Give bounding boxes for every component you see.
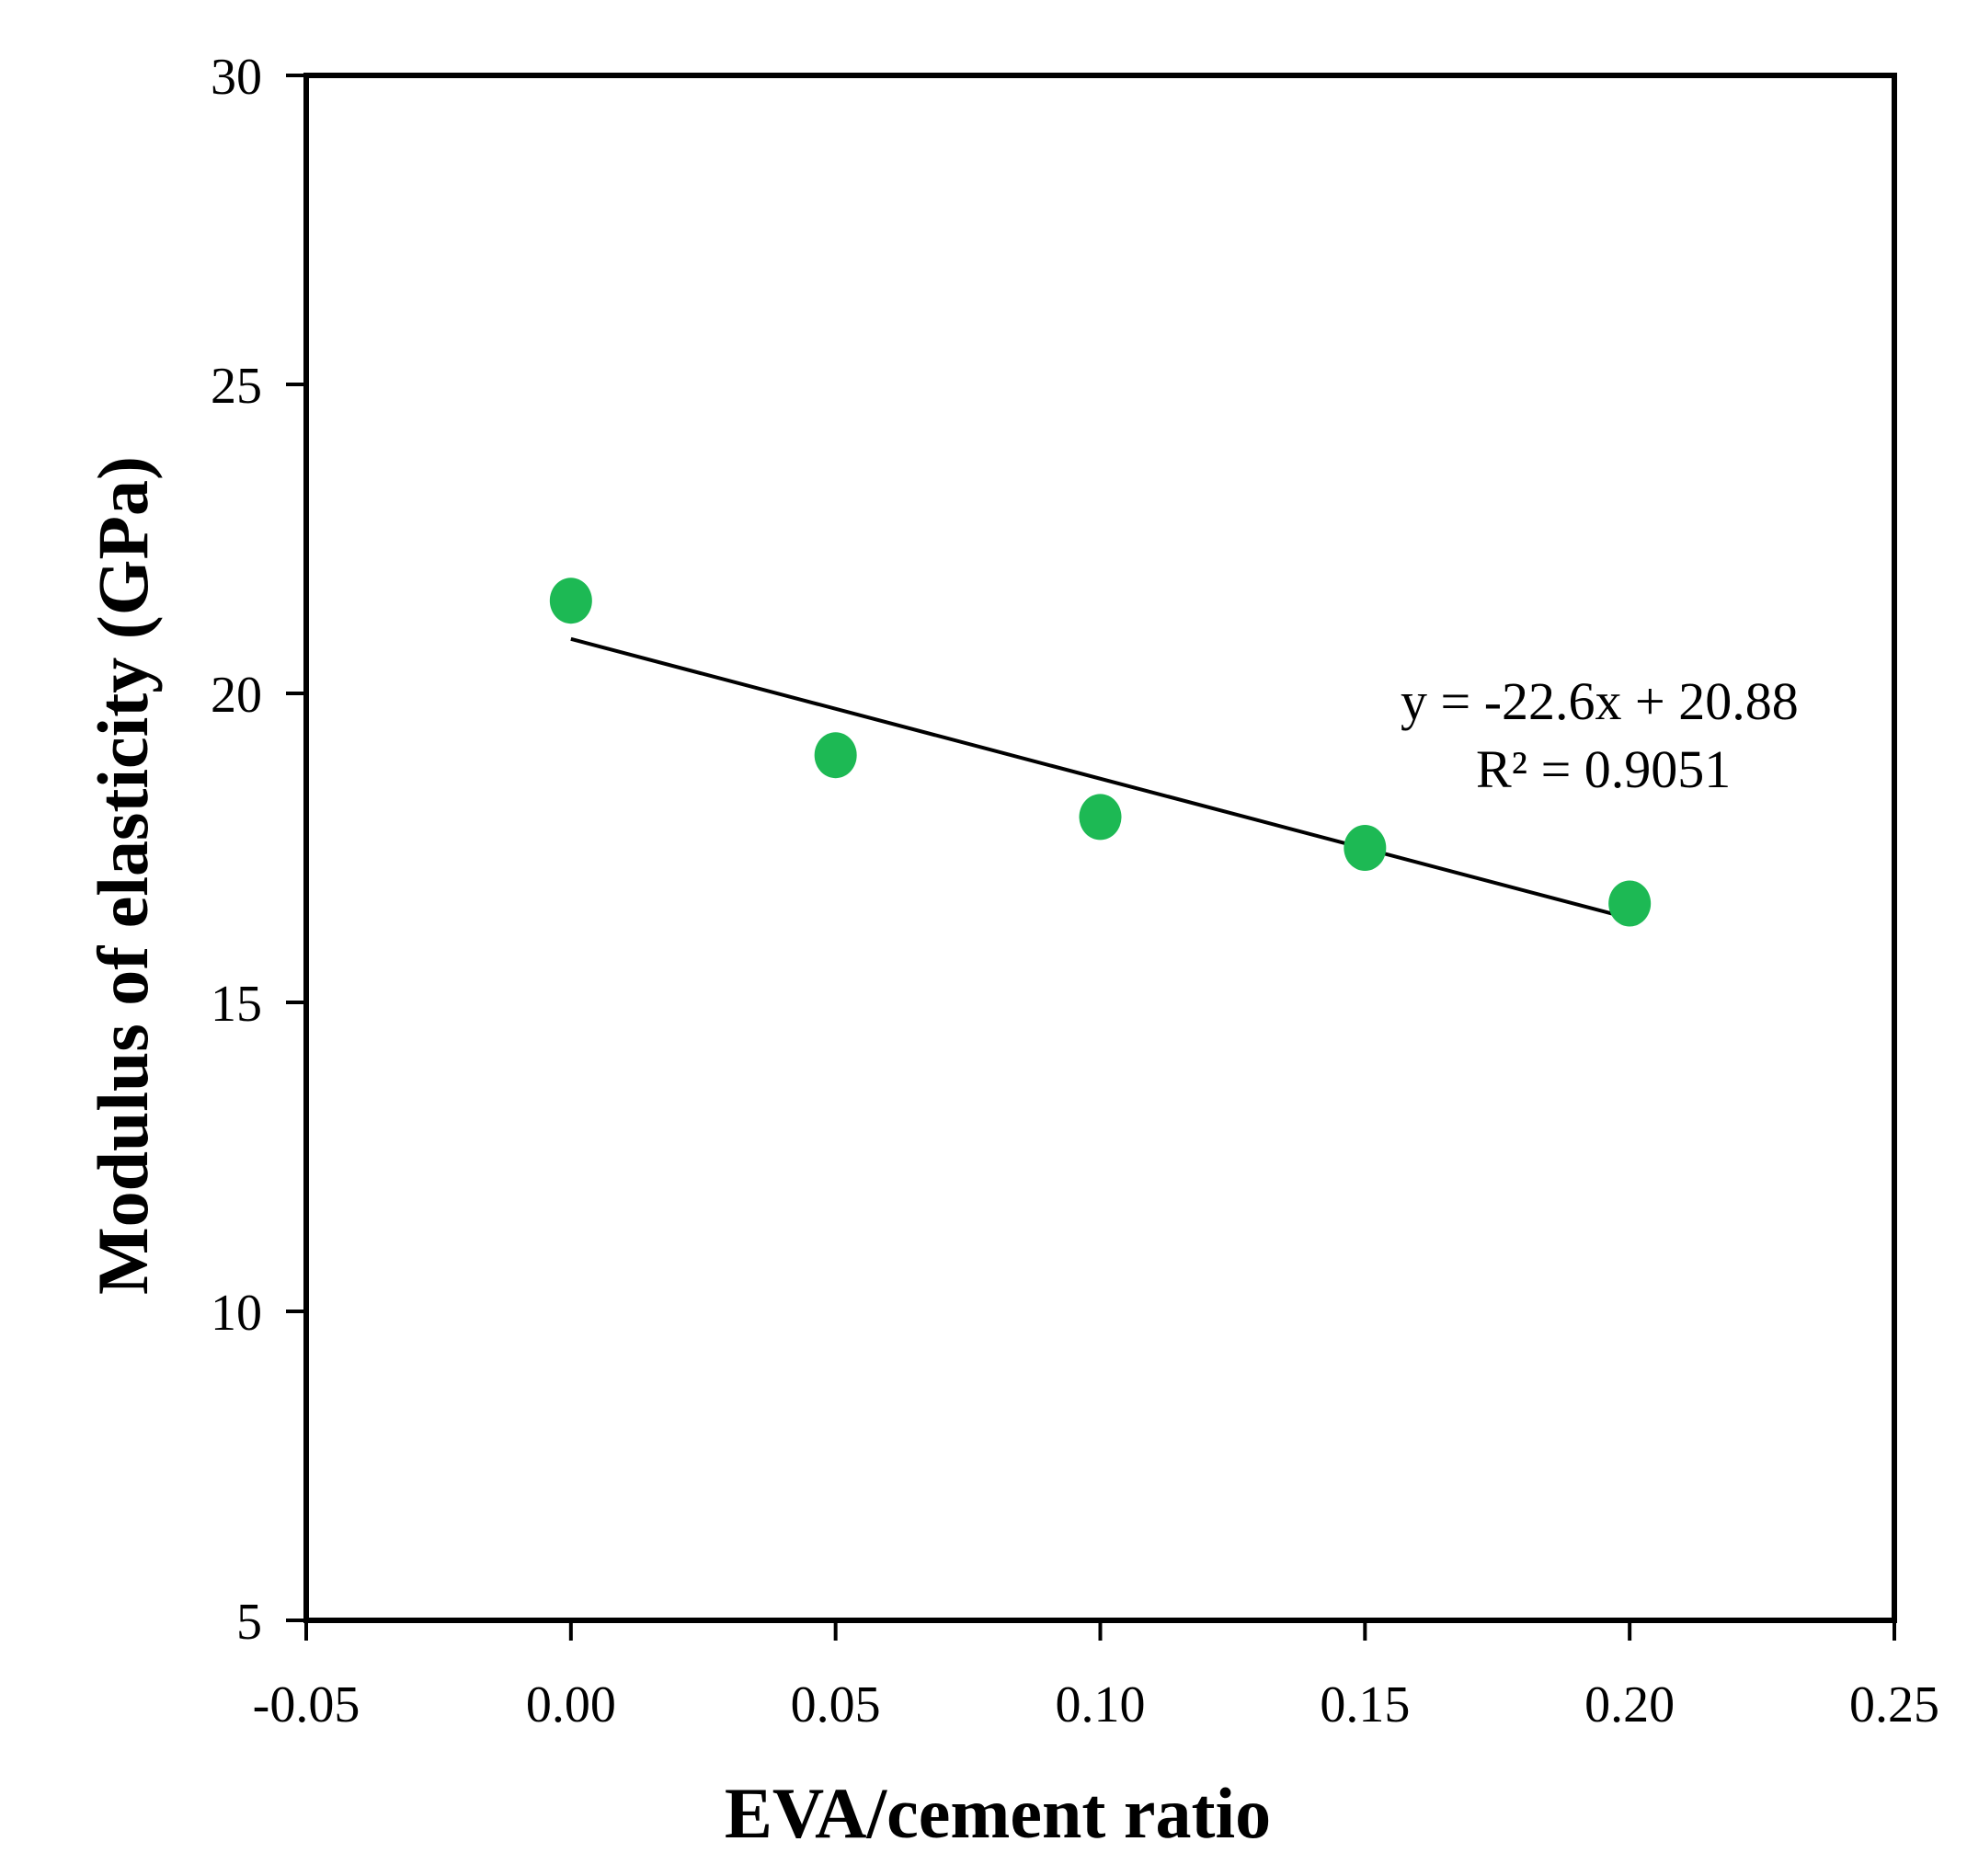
data-point [1608,880,1652,927]
y-tick-label: 5 [236,1594,262,1651]
data-point [1344,825,1387,871]
x-axis-title: EVA/cement ratio [725,1773,1271,1853]
data-point [814,732,857,779]
trendline-layer [570,636,1630,921]
plot-area-frame [303,73,1897,1623]
data-point [549,578,592,624]
data-point [1079,794,1122,841]
x-tick-label: 0.25 [1849,1676,1939,1733]
x-tick-label: 0.10 [1056,1676,1146,1733]
trendline-equation: y = -22.6x + 20.88 [1401,671,1799,731]
x-tick-label: -0.05 [253,1676,360,1733]
y-tick-label: 30 [211,49,262,106]
points-layer [549,578,1652,927]
x-tick-label: 0.20 [1584,1676,1675,1733]
x-tick-label: 0.05 [791,1676,881,1733]
x-tick-label: 0.15 [1320,1676,1410,1733]
trendline [570,636,1630,921]
y-tick-label: 10 [211,1285,262,1342]
y-tick-label: 15 [211,976,262,1033]
ticks-layer: -0.05 0.00 0.05 0.10 0.15 0.20 0.25 5 10 15 20 25 30 [211,49,1939,1733]
y-axis-title: Modulus of elasticity (GPa) [83,456,163,1295]
trendline-r-squared: R² = 0.9051 [1476,739,1731,799]
x-tick-label: 0.00 [526,1676,616,1733]
y-tick-label: 25 [211,358,262,415]
y-tick-label: 20 [211,667,262,724]
